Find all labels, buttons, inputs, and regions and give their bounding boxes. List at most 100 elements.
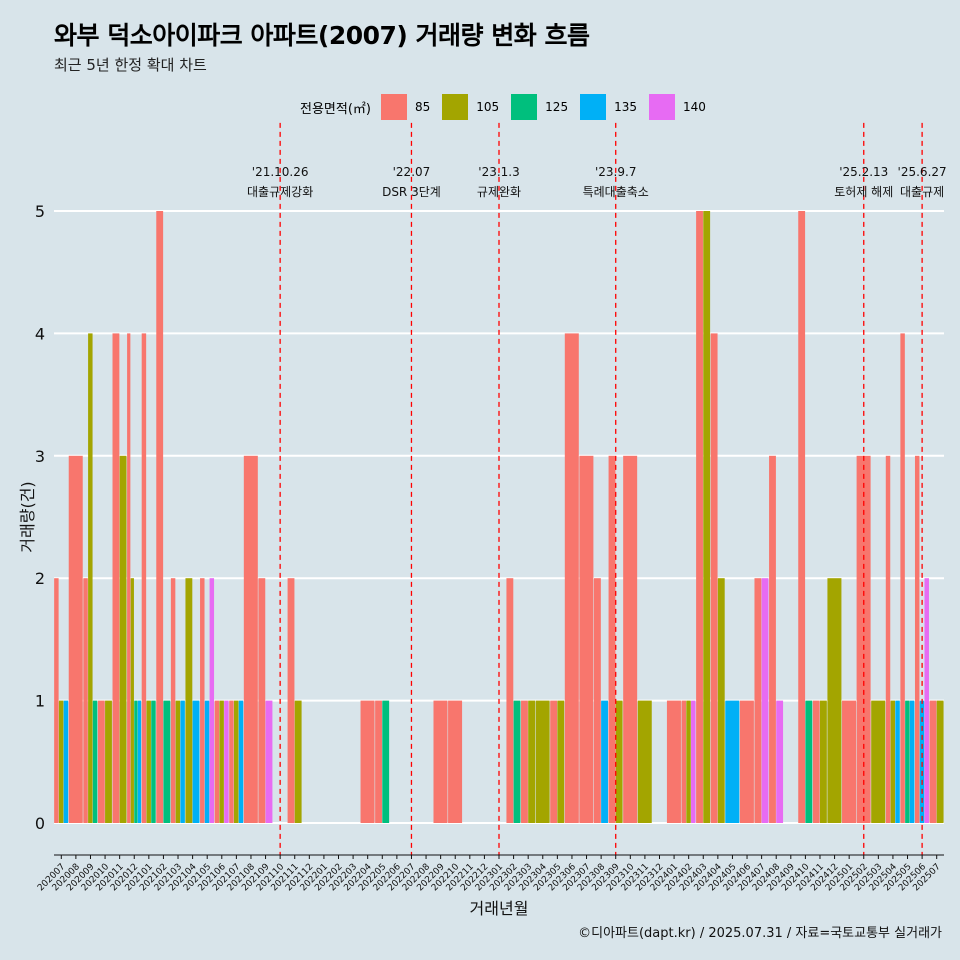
bar-202412-105	[827, 578, 842, 823]
event-date-202309: '23.9.7	[595, 165, 636, 179]
bar-202401-85	[666, 700, 681, 823]
bar-202205-85	[375, 700, 382, 823]
bar-202501-85	[842, 700, 857, 823]
bar-202102-85	[156, 211, 164, 823]
legend-label-125: 125	[545, 100, 569, 114]
legend-key-140	[648, 94, 675, 120]
y-tick-label-1: 1	[35, 692, 45, 711]
bar-202101-105	[146, 700, 151, 823]
legend-key-105	[442, 94, 469, 120]
bar-202103-105	[175, 700, 181, 823]
chart-title: 와부 덕소아이파크 아파트(2007) 거래량 변화 흐름	[54, 21, 590, 50]
bar-202407-85	[754, 578, 762, 823]
event-date-202502: '25.2.13	[839, 165, 888, 179]
bar-202109-85	[258, 578, 266, 823]
bar-202505-135	[909, 700, 915, 823]
bar-202104-135	[192, 700, 200, 823]
event-label-202309: 특례대출축소	[583, 185, 649, 199]
bar-202303-105	[528, 700, 536, 823]
bar-202305-105	[557, 700, 565, 823]
bar-202405-135	[725, 700, 740, 823]
bar-202109-140	[265, 700, 273, 823]
bar-202306-85	[564, 333, 579, 823]
bar-202505-85	[900, 333, 905, 823]
bar-202104-105	[185, 578, 193, 823]
bar-202012-85	[127, 333, 131, 823]
legend-label-135: 135	[614, 100, 637, 114]
event-label-202110: 대출규제강화	[247, 185, 313, 199]
bar-202411-105	[819, 700, 827, 823]
bar-202305-85	[550, 700, 558, 823]
bar-202103-135	[180, 700, 185, 823]
bar-202408-85	[769, 455, 776, 823]
bar-202009-85	[83, 578, 88, 823]
bar-202209-85	[433, 700, 448, 823]
bar-202307-85	[579, 455, 594, 823]
bar-202111-105	[294, 700, 302, 823]
bar-202303-85	[521, 700, 528, 823]
bar-202009-105	[88, 333, 93, 823]
event-label-202506: 대출규제	[900, 185, 944, 199]
bar-202101-125	[151, 700, 156, 823]
legend-title: 전용면적(㎡)	[300, 101, 371, 117]
bar-202506-135	[919, 700, 925, 823]
bar-202302-85	[506, 578, 514, 823]
bar-202503-105	[871, 700, 886, 823]
bar-202404-105	[717, 578, 725, 823]
bar-202102-125	[163, 700, 171, 823]
bar-202009-125	[92, 700, 98, 823]
event-date-202301: '23.1.3	[478, 165, 519, 179]
bar-202505-125	[905, 700, 910, 823]
bar-202007-105	[58, 700, 64, 823]
bar-202103-85	[170, 578, 176, 823]
bar-202309-105	[615, 700, 623, 823]
bar-202410-85	[798, 211, 806, 823]
bar-202402-85	[681, 700, 686, 823]
bar-202408-140	[776, 700, 784, 823]
bar-202403-105	[703, 211, 711, 823]
bar-202007-85	[54, 578, 59, 823]
bar-202504-85	[885, 455, 891, 823]
legend-key-135	[580, 94, 607, 120]
bar-202111-85	[287, 578, 295, 823]
bar-202504-135	[895, 700, 900, 823]
event-date-202110: '21.10.26	[252, 165, 309, 179]
legend-key-85	[380, 94, 407, 120]
bar-202504-105	[890, 700, 896, 823]
legend-label-85: 85	[414, 100, 431, 114]
legend-item-125: 125	[511, 94, 568, 120]
bar-202012-135	[137, 700, 142, 823]
bar-202402-105	[686, 700, 691, 823]
legend-item-140: 140	[648, 94, 706, 120]
bar-202204-85	[360, 700, 375, 823]
bar-202402-140	[691, 700, 696, 823]
bar-202011-85	[112, 333, 120, 823]
bar-202108-85	[243, 455, 258, 823]
bar-202407-140	[761, 578, 769, 823]
bar-202506-85	[914, 455, 920, 823]
bar-202012-125	[134, 700, 138, 823]
bar-202011-105	[119, 455, 127, 823]
event-label-202207: DSR 3단계	[382, 185, 441, 199]
legend-item-135: 135	[580, 94, 637, 120]
bar-202304-105	[535, 700, 550, 823]
y-tick-label-5: 5	[35, 202, 45, 221]
bar-202309-85	[608, 455, 616, 823]
bar-202107-105	[233, 700, 239, 823]
bar-202107-135	[238, 700, 244, 823]
bar-202010-105	[105, 700, 112, 823]
bar-202101-85	[141, 333, 147, 823]
legend: 전용면적(㎡) 85 105 125 135 140	[300, 92, 718, 122]
bar-202205-125	[382, 700, 390, 823]
bar-202410-125	[805, 700, 813, 823]
legend-label-105: 105	[476, 100, 500, 114]
bar-202106-105	[219, 700, 224, 823]
x-axis-title: 거래년월	[470, 899, 529, 918]
chart-subtitle: 최근 5년 한정 확대 차트	[54, 56, 207, 74]
legend-key-125	[511, 94, 538, 120]
bar-202507-105	[936, 700, 944, 823]
legend-item-105: 105	[442, 94, 499, 120]
caption: ©디아파트(dapt.kr) / 2025.07.31 / 자료=국토교통부 실…	[578, 926, 942, 941]
bar-202311-105	[637, 700, 652, 823]
